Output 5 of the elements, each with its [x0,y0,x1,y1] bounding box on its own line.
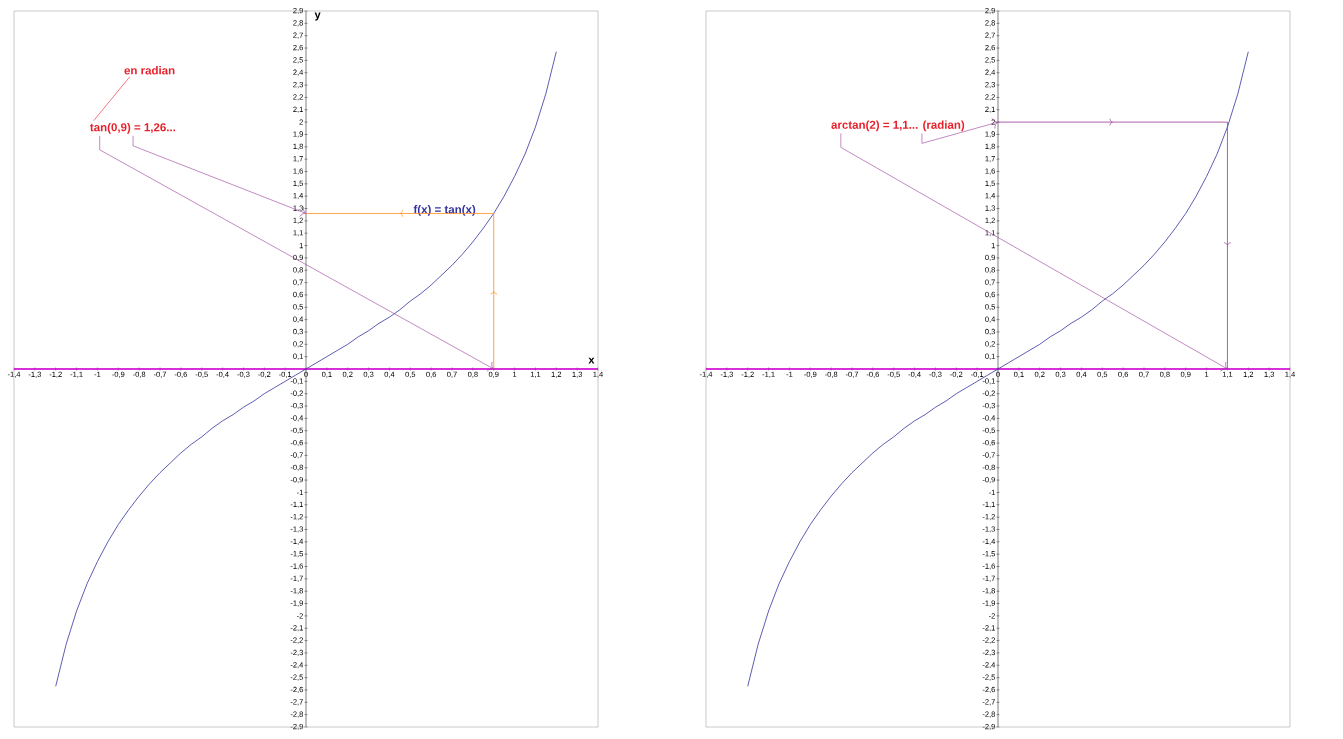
annotation: en radian [124,66,175,75]
y-axis-title: y [314,12,321,21]
annotation: arctan(2) = 1,1... (radian) [831,120,965,132]
x-axis-title: x [588,357,595,364]
annotation: tan(0,9) = 1,26... [90,122,176,134]
